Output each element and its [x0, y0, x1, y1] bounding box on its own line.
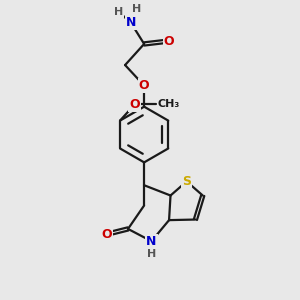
Text: CH₃: CH₃: [157, 100, 179, 110]
Text: H: H: [114, 7, 123, 17]
Text: O: O: [164, 34, 174, 47]
Text: S: S: [182, 175, 191, 188]
Text: H: H: [147, 249, 156, 260]
Text: O: O: [102, 228, 112, 241]
Text: H: H: [132, 4, 141, 14]
Text: O: O: [129, 98, 140, 111]
Text: N: N: [146, 235, 157, 248]
Text: N: N: [126, 16, 136, 29]
Text: O: O: [139, 79, 149, 92]
